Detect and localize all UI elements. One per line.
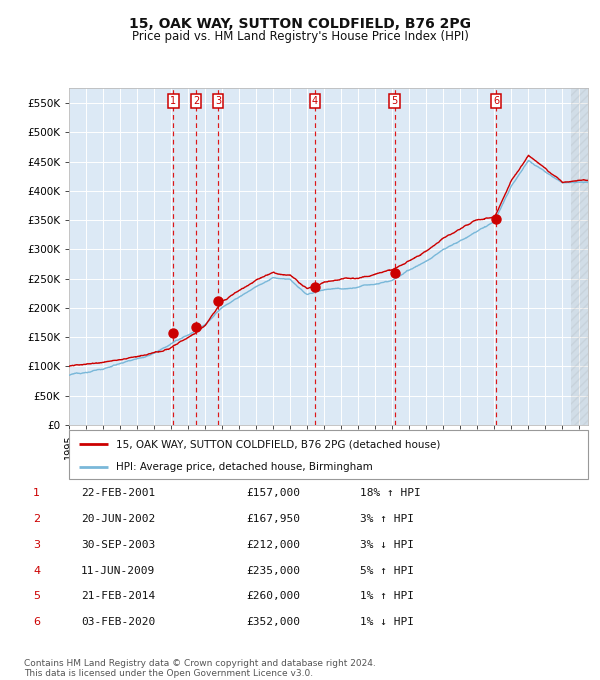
Text: HPI: Average price, detached house, Birmingham: HPI: Average price, detached house, Birm… — [116, 462, 373, 472]
Text: £235,000: £235,000 — [246, 566, 300, 575]
Text: Price paid vs. HM Land Registry's House Price Index (HPI): Price paid vs. HM Land Registry's House … — [131, 30, 469, 43]
Text: 3% ↓ HPI: 3% ↓ HPI — [360, 540, 414, 549]
Text: 5% ↑ HPI: 5% ↑ HPI — [360, 566, 414, 575]
Text: 3: 3 — [215, 96, 221, 106]
Text: £260,000: £260,000 — [246, 592, 300, 601]
Text: Contains HM Land Registry data © Crown copyright and database right 2024.
This d: Contains HM Land Registry data © Crown c… — [24, 658, 376, 678]
Text: 5: 5 — [392, 96, 398, 106]
Text: 4: 4 — [33, 566, 40, 575]
Text: 1: 1 — [170, 96, 176, 106]
Text: 3: 3 — [33, 540, 40, 549]
Text: 5: 5 — [33, 592, 40, 601]
Text: 6: 6 — [33, 617, 40, 627]
Text: 1: 1 — [33, 488, 40, 498]
Text: 1% ↑ HPI: 1% ↑ HPI — [360, 592, 414, 601]
FancyBboxPatch shape — [69, 430, 588, 479]
Text: 03-FEB-2020: 03-FEB-2020 — [81, 617, 155, 627]
Text: 1% ↓ HPI: 1% ↓ HPI — [360, 617, 414, 627]
Text: £157,000: £157,000 — [246, 488, 300, 498]
Text: 30-SEP-2003: 30-SEP-2003 — [81, 540, 155, 549]
Text: 18% ↑ HPI: 18% ↑ HPI — [360, 488, 421, 498]
Text: £212,000: £212,000 — [246, 540, 300, 549]
Text: 22-FEB-2001: 22-FEB-2001 — [81, 488, 155, 498]
Text: 20-JUN-2002: 20-JUN-2002 — [81, 514, 155, 524]
Text: 3% ↑ HPI: 3% ↑ HPI — [360, 514, 414, 524]
Text: £352,000: £352,000 — [246, 617, 300, 627]
Text: 21-FEB-2014: 21-FEB-2014 — [81, 592, 155, 601]
Text: 15, OAK WAY, SUTTON COLDFIELD, B76 2PG: 15, OAK WAY, SUTTON COLDFIELD, B76 2PG — [129, 17, 471, 31]
Text: 15, OAK WAY, SUTTON COLDFIELD, B76 2PG (detached house): 15, OAK WAY, SUTTON COLDFIELD, B76 2PG (… — [116, 439, 440, 449]
Text: 6: 6 — [493, 96, 499, 106]
Text: £167,950: £167,950 — [246, 514, 300, 524]
Text: 11-JUN-2009: 11-JUN-2009 — [81, 566, 155, 575]
Text: 2: 2 — [33, 514, 40, 524]
Text: 4: 4 — [311, 96, 318, 106]
Text: 2: 2 — [193, 96, 199, 106]
